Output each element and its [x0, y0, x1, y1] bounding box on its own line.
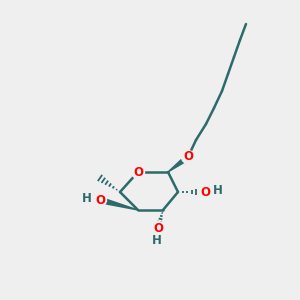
Text: H: H [213, 184, 223, 197]
Text: O: O [95, 194, 105, 206]
Polygon shape [99, 197, 138, 210]
Text: O: O [183, 151, 193, 164]
Text: O: O [153, 221, 163, 235]
Text: H: H [82, 193, 92, 206]
Text: O: O [133, 166, 143, 178]
Circle shape [131, 166, 145, 178]
Text: H: H [152, 233, 162, 247]
Circle shape [199, 185, 212, 199]
Circle shape [94, 194, 106, 206]
Circle shape [152, 221, 164, 235]
Circle shape [182, 151, 194, 164]
Text: O: O [200, 185, 210, 199]
Polygon shape [168, 155, 190, 172]
